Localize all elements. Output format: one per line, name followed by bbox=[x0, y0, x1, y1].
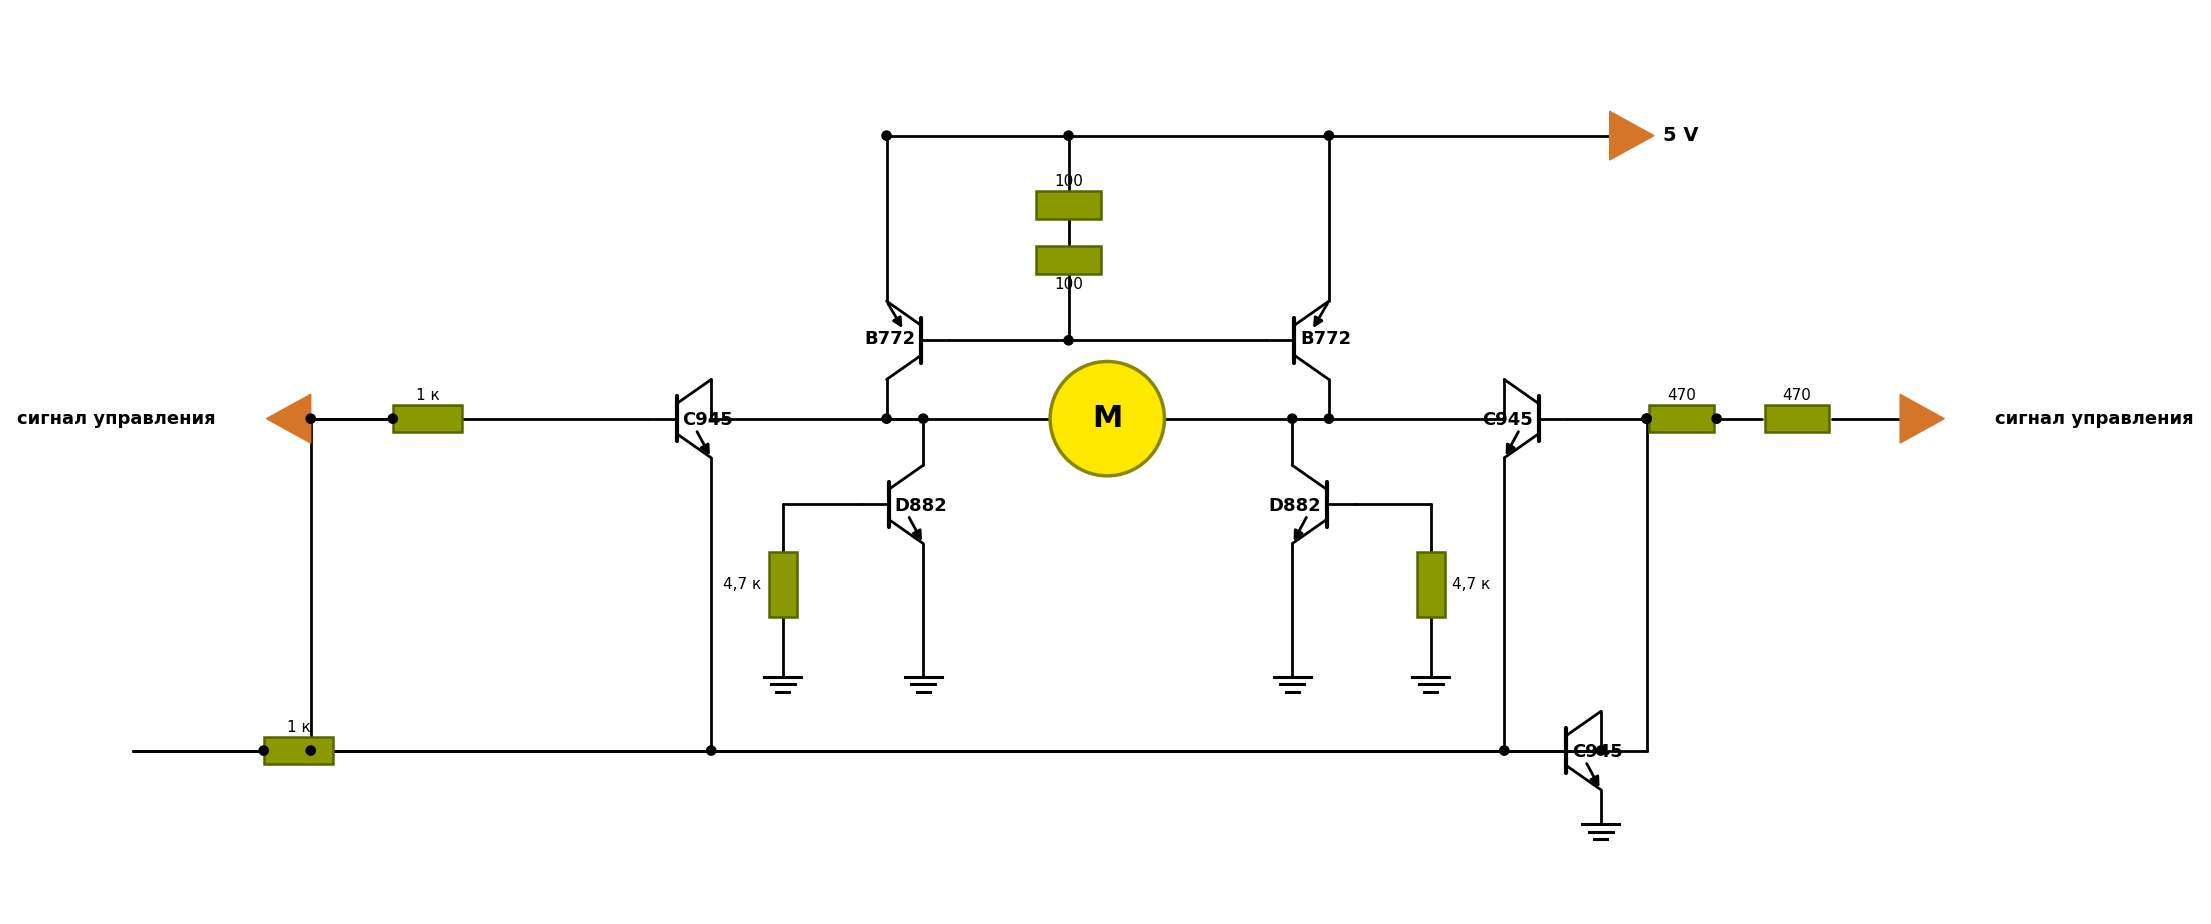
Circle shape bbox=[1063, 335, 1072, 345]
Polygon shape bbox=[1899, 395, 1943, 443]
Text: C945: C945 bbox=[683, 411, 734, 430]
Circle shape bbox=[882, 131, 891, 140]
Circle shape bbox=[1324, 414, 1333, 423]
Text: C945: C945 bbox=[1572, 743, 1623, 761]
Text: сигнал управления: сигнал управления bbox=[1994, 409, 2193, 428]
FancyBboxPatch shape bbox=[1649, 405, 1714, 432]
Circle shape bbox=[1324, 131, 1333, 140]
Text: 100: 100 bbox=[1055, 277, 1083, 293]
Circle shape bbox=[259, 746, 268, 755]
Circle shape bbox=[882, 414, 891, 423]
Circle shape bbox=[1643, 414, 1652, 423]
Circle shape bbox=[918, 414, 929, 423]
Circle shape bbox=[1643, 414, 1652, 423]
Text: D882: D882 bbox=[893, 497, 946, 515]
FancyBboxPatch shape bbox=[769, 553, 796, 617]
Text: 470: 470 bbox=[1667, 388, 1696, 403]
FancyBboxPatch shape bbox=[1417, 553, 1444, 617]
Text: 4,7 к: 4,7 к bbox=[723, 578, 761, 592]
Text: M: M bbox=[1092, 404, 1123, 433]
Text: B772: B772 bbox=[1300, 330, 1351, 347]
Circle shape bbox=[1711, 414, 1722, 423]
Text: 470: 470 bbox=[1782, 388, 1811, 403]
Circle shape bbox=[1499, 746, 1508, 755]
Circle shape bbox=[305, 746, 316, 755]
Circle shape bbox=[1050, 361, 1165, 476]
Text: 1 к: 1 к bbox=[416, 388, 440, 403]
Text: D882: D882 bbox=[1269, 497, 1322, 515]
Circle shape bbox=[1287, 414, 1298, 423]
Text: 4,7 к: 4,7 к bbox=[1453, 578, 1490, 592]
Circle shape bbox=[305, 414, 316, 423]
Polygon shape bbox=[1610, 111, 1654, 160]
Text: B772: B772 bbox=[865, 330, 915, 347]
FancyBboxPatch shape bbox=[263, 736, 334, 764]
FancyBboxPatch shape bbox=[394, 405, 462, 432]
Circle shape bbox=[1063, 131, 1072, 140]
FancyBboxPatch shape bbox=[1764, 405, 1828, 432]
FancyBboxPatch shape bbox=[1037, 191, 1101, 219]
Circle shape bbox=[1596, 746, 1605, 755]
Text: C945: C945 bbox=[1481, 411, 1532, 430]
Polygon shape bbox=[268, 395, 312, 443]
Circle shape bbox=[708, 746, 716, 755]
Text: 1 к: 1 к bbox=[287, 720, 310, 735]
Text: сигнал управления: сигнал управления bbox=[18, 409, 217, 428]
FancyBboxPatch shape bbox=[1037, 247, 1101, 274]
Text: 100: 100 bbox=[1055, 175, 1083, 189]
Circle shape bbox=[389, 414, 398, 423]
Text: 5 V: 5 V bbox=[1663, 127, 1698, 145]
